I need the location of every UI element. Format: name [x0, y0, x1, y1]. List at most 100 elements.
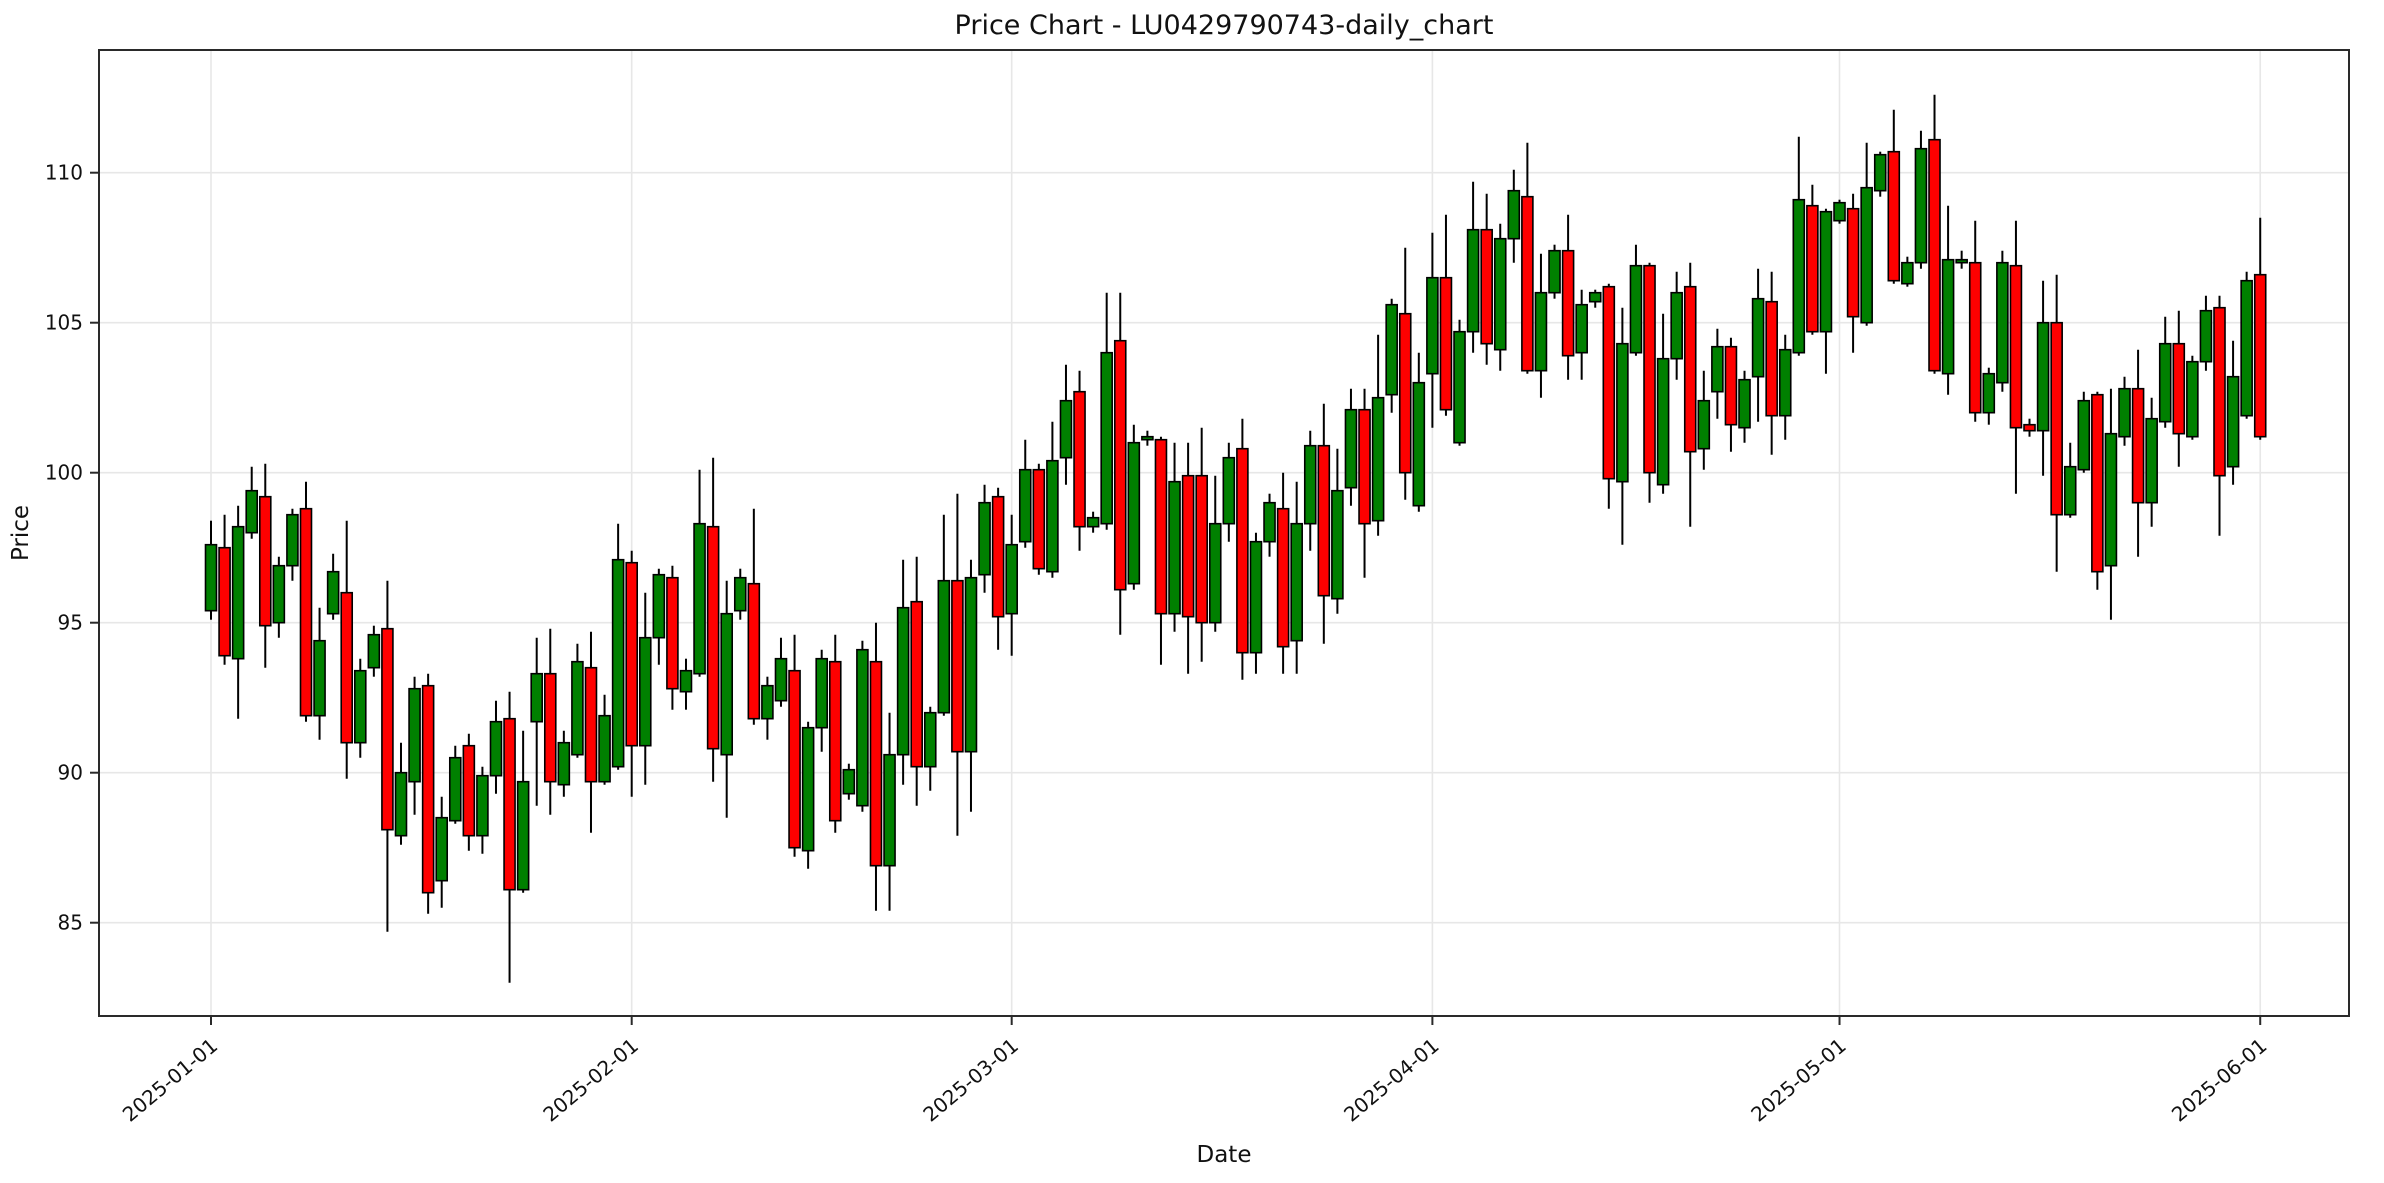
candle [720, 580, 733, 818]
candle-body-down [1561, 249, 1575, 357]
candle-body-down [747, 582, 761, 720]
candle-body-up [2077, 399, 2091, 471]
candle-body-up [1249, 540, 1263, 654]
y-tick-label: 90 [58, 761, 83, 785]
candle [2091, 391, 2104, 590]
plot-border [98, 49, 2350, 1017]
candle [1941, 205, 1955, 395]
candle [706, 457, 720, 782]
candle [1588, 289, 1602, 308]
candle [1046, 421, 1059, 578]
candle-body-up [1141, 435, 1154, 441]
candle [1670, 271, 1683, 380]
candle [2009, 220, 2023, 494]
axis-ticks [90, 171, 2262, 1025]
candle-body-up [815, 657, 828, 729]
candle [991, 487, 1005, 650]
y-tick-label: 100 [45, 461, 83, 485]
candle-body-up [1670, 291, 1683, 360]
candle-body-down [1317, 444, 1331, 597]
candle [299, 481, 313, 722]
candle-body-up [530, 672, 544, 723]
candle [571, 643, 584, 758]
candle [828, 634, 842, 833]
candle-body-up [1344, 408, 1358, 489]
candle [815, 649, 828, 752]
candle [204, 520, 218, 620]
candle [408, 676, 421, 815]
candle [598, 694, 611, 785]
candle-body-down [462, 744, 476, 837]
candle [652, 568, 666, 665]
y-tick-label: 85 [58, 911, 83, 935]
candle [2158, 316, 2172, 428]
candle [435, 796, 449, 908]
candle-body-down [1724, 345, 1738, 426]
candle-body-up [2199, 309, 2213, 363]
candle [1901, 256, 1914, 287]
candle-body-up [2036, 321, 2050, 432]
candle-body-up [245, 489, 259, 534]
candle [1181, 442, 1195, 674]
candle-body-up [1385, 303, 1398, 396]
candle-body-up [1303, 444, 1317, 525]
candle-body-up [1371, 396, 1385, 522]
candle [1208, 475, 1222, 632]
candle [367, 625, 381, 677]
candle [381, 580, 394, 932]
candle-body-down [1236, 447, 1249, 654]
candle-body-down [381, 627, 394, 831]
candle-body-up [1426, 276, 1439, 375]
candle [747, 508, 761, 725]
candle-body-down [666, 576, 679, 690]
candle [1303, 430, 1317, 551]
candle-body-up [1616, 342, 1629, 483]
candle [2172, 310, 2186, 467]
candle [530, 637, 544, 806]
candle-body-up [2186, 360, 2199, 438]
candle [1968, 220, 1982, 422]
candle-body-up [2145, 417, 2158, 504]
candle [245, 466, 259, 539]
candle-body-up [2104, 432, 2118, 567]
candle-body-down [1928, 138, 1941, 372]
candle [2050, 274, 2063, 572]
candle-body-down [340, 591, 354, 744]
candle [1398, 247, 1412, 500]
candle-body-up [2240, 279, 2253, 417]
candle [1561, 214, 1575, 380]
candle [218, 514, 231, 665]
candle-body-up [408, 687, 421, 783]
candle-body-down [1113, 339, 1127, 591]
candle-body-down [910, 600, 923, 768]
candle-body-down [2213, 306, 2226, 477]
candle [2226, 340, 2240, 485]
candle [516, 730, 530, 893]
candle-body-up [2226, 375, 2240, 468]
candle-body-up [2158, 342, 2172, 423]
candle-body-up [326, 570, 340, 615]
candle-body-up [1833, 201, 1846, 222]
candle [801, 721, 815, 869]
candle [2131, 349, 2145, 557]
candle [462, 733, 476, 851]
candle-body-down [1181, 474, 1195, 618]
candle [1113, 292, 1127, 635]
candle [1616, 307, 1629, 545]
candle-body-up [679, 669, 693, 693]
candle [1100, 292, 1113, 530]
candle [1643, 262, 1656, 503]
candle [1819, 208, 1833, 374]
candle [1453, 319, 1466, 446]
candle [1086, 511, 1100, 533]
candles [204, 94, 2267, 983]
candle-body-up [1331, 489, 1344, 600]
candle [1358, 388, 1371, 578]
candle [1833, 199, 1846, 224]
candle-body-up [1914, 147, 1928, 264]
candle [1073, 370, 1086, 551]
candle-body-up [231, 525, 245, 660]
candle [1439, 214, 1453, 416]
candle-body-up [937, 579, 951, 714]
candle-body-up [1290, 522, 1303, 642]
